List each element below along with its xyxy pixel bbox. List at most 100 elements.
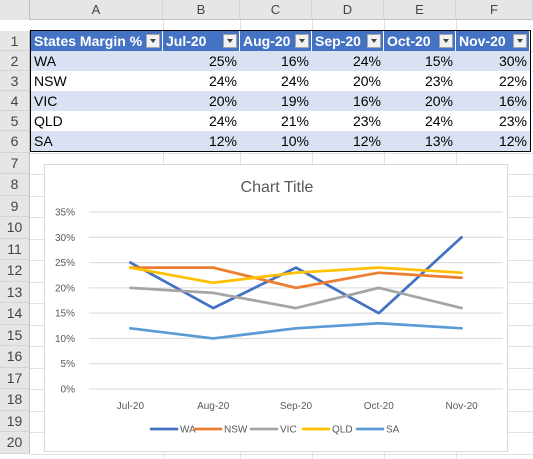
table-header-label: Nov-20 [459, 33, 506, 49]
table-cell-value[interactable]: 24% [384, 111, 456, 131]
table-cell-value[interactable]: 24% [240, 71, 312, 91]
table-cell-state[interactable]: VIC [31, 91, 163, 111]
x-tick-label: Aug-20 [197, 401, 230, 412]
gridline-horizontal [30, 152, 533, 154]
y-tick-label: 15% [55, 309, 75, 320]
table-cell-value[interactable]: 23% [312, 111, 384, 131]
table-cell-value[interactable]: 16% [312, 91, 384, 111]
table-cell-value[interactable]: 23% [384, 71, 456, 91]
table-cell-value[interactable]: 22% [456, 71, 530, 91]
table-cell-value[interactable]: 20% [163, 91, 240, 111]
table-header-label: Aug-20 [243, 33, 291, 49]
table-cell-value[interactable]: 15% [384, 51, 456, 71]
table-cell-value[interactable]: 16% [240, 51, 312, 71]
table-row-border [31, 151, 530, 152]
filter-dropdown-icon[interactable] [439, 34, 453, 48]
x-tick-label: Oct-20 [364, 401, 394, 412]
chart-title[interactable]: Chart Title [241, 179, 314, 196]
chart-svg: Chart Title 0% 5% 10% 15% 20% 25% 30% 35% Jul-20… [55, 179, 503, 436]
table-cell-value[interactable]: 24% [163, 71, 240, 91]
column-header-f[interactable]: F [456, 0, 533, 20]
series-line-sa [129, 321, 463, 340]
series-line-wa [129, 235, 463, 315]
series-line-qld [129, 266, 463, 285]
row-header-8[interactable]: 8 [0, 174, 30, 196]
filter-dropdown-icon[interactable] [513, 34, 527, 48]
table-cell-state[interactable]: SA [31, 131, 163, 151]
column-header-a[interactable]: A [30, 0, 163, 20]
row-header-15[interactable]: 15 [0, 324, 30, 346]
table-header-sep[interactable]: Sep-20 [312, 31, 384, 51]
row-header-12[interactable]: 12 [0, 260, 30, 282]
table-cell-value[interactable]: 13% [384, 131, 456, 151]
row-header-5[interactable]: 5 [0, 111, 30, 131]
y-tick-label: 10% [55, 334, 75, 345]
table-cell-value[interactable]: 12% [163, 131, 240, 151]
legend-label: QLD [332, 425, 353, 436]
filter-dropdown-icon[interactable] [223, 34, 237, 48]
row-header-19[interactable]: 19 [0, 410, 30, 432]
column-header-d[interactable]: D [312, 0, 384, 20]
row-header-16[interactable]: 16 [0, 346, 30, 368]
row-header-2[interactable]: 2 [0, 51, 30, 71]
y-tick-label: 0% [61, 385, 76, 396]
table-header-states[interactable]: States Margin % [31, 31, 163, 51]
column-header-e[interactable]: E [384, 0, 456, 20]
table-cell-value[interactable]: 23% [456, 111, 530, 131]
row-header-14[interactable]: 14 [0, 303, 30, 325]
table-header-nov[interactable]: Nov-20 [456, 31, 530, 51]
filter-dropdown-icon[interactable] [367, 34, 381, 48]
table-cell-value[interactable]: 20% [384, 91, 456, 111]
row-header-3[interactable]: 3 [0, 71, 30, 91]
column-header-b[interactable]: B [163, 0, 240, 20]
table-cell-value[interactable]: 25% [163, 51, 240, 71]
row-header-10[interactable]: 10 [0, 217, 30, 239]
table-cell-value[interactable]: 12% [312, 131, 384, 151]
y-tick-label: 20% [55, 283, 75, 294]
y-tick-label: 25% [55, 258, 75, 269]
row-header-4[interactable]: 4 [0, 91, 30, 111]
table-header-aug[interactable]: Aug-20 [240, 31, 312, 51]
table-cell-value[interactable]: 21% [240, 111, 312, 131]
table-cell-value[interactable]: 19% [240, 91, 312, 111]
row-header-17[interactable]: 17 [0, 367, 30, 389]
series-line-nsw [129, 266, 463, 290]
column-header-c[interactable]: C [240, 0, 312, 20]
filter-dropdown-icon[interactable] [146, 34, 160, 48]
row-header-6[interactable]: 6 [0, 131, 30, 153]
table-header-jul[interactable]: Jul-20 [163, 31, 240, 51]
table-header-label: Oct-20 [387, 33, 431, 49]
table-cell-value[interactable]: 16% [456, 91, 530, 111]
table-cell-value[interactable]: 12% [456, 131, 530, 151]
row-header-13[interactable]: 13 [0, 281, 30, 303]
table-header-oct[interactable]: Oct-20 [384, 31, 456, 51]
table-cell-value[interactable]: 24% [312, 51, 384, 71]
y-tick-label: 35% [55, 208, 75, 219]
row-header-1[interactable]: 1 [0, 31, 30, 51]
table-cell-state[interactable]: NSW [31, 71, 163, 91]
table-cell-state[interactable]: WA [31, 51, 163, 71]
row-header-20[interactable]: 20 [0, 432, 30, 454]
table-cell-state[interactable]: QLD [31, 111, 163, 131]
line-chart[interactable]: Chart Title 0% 5% 10% 15% 20% 25% 30% 35% Jul-20… [44, 164, 508, 452]
row-header-7[interactable]: 7 [0, 152, 30, 174]
filter-dropdown-icon[interactable] [295, 34, 309, 48]
gridline-horizontal [30, 453, 533, 455]
select-all-corner[interactable] [0, 0, 30, 20]
row-header-11[interactable]: 11 [0, 238, 30, 260]
column-header-bar: A B C D E F [0, 0, 533, 20]
x-tick-label: Jul-20 [117, 401, 145, 412]
table-cell-value[interactable]: 30% [456, 51, 530, 71]
series-line-vic [129, 286, 463, 310]
table-cell-value[interactable]: 24% [163, 111, 240, 131]
x-tick-label: Nov-20 [445, 401, 478, 412]
row-header-18[interactable]: 18 [0, 389, 30, 411]
y-tick-label: 5% [61, 359, 76, 370]
legend-label: NSW [224, 425, 248, 436]
table-cell-value[interactable]: 20% [312, 71, 384, 91]
row-header-9[interactable]: 9 [0, 195, 30, 217]
legend-label: SA [386, 425, 400, 436]
legend-label: WA [180, 425, 196, 436]
table-cell-value[interactable]: 10% [240, 131, 312, 151]
